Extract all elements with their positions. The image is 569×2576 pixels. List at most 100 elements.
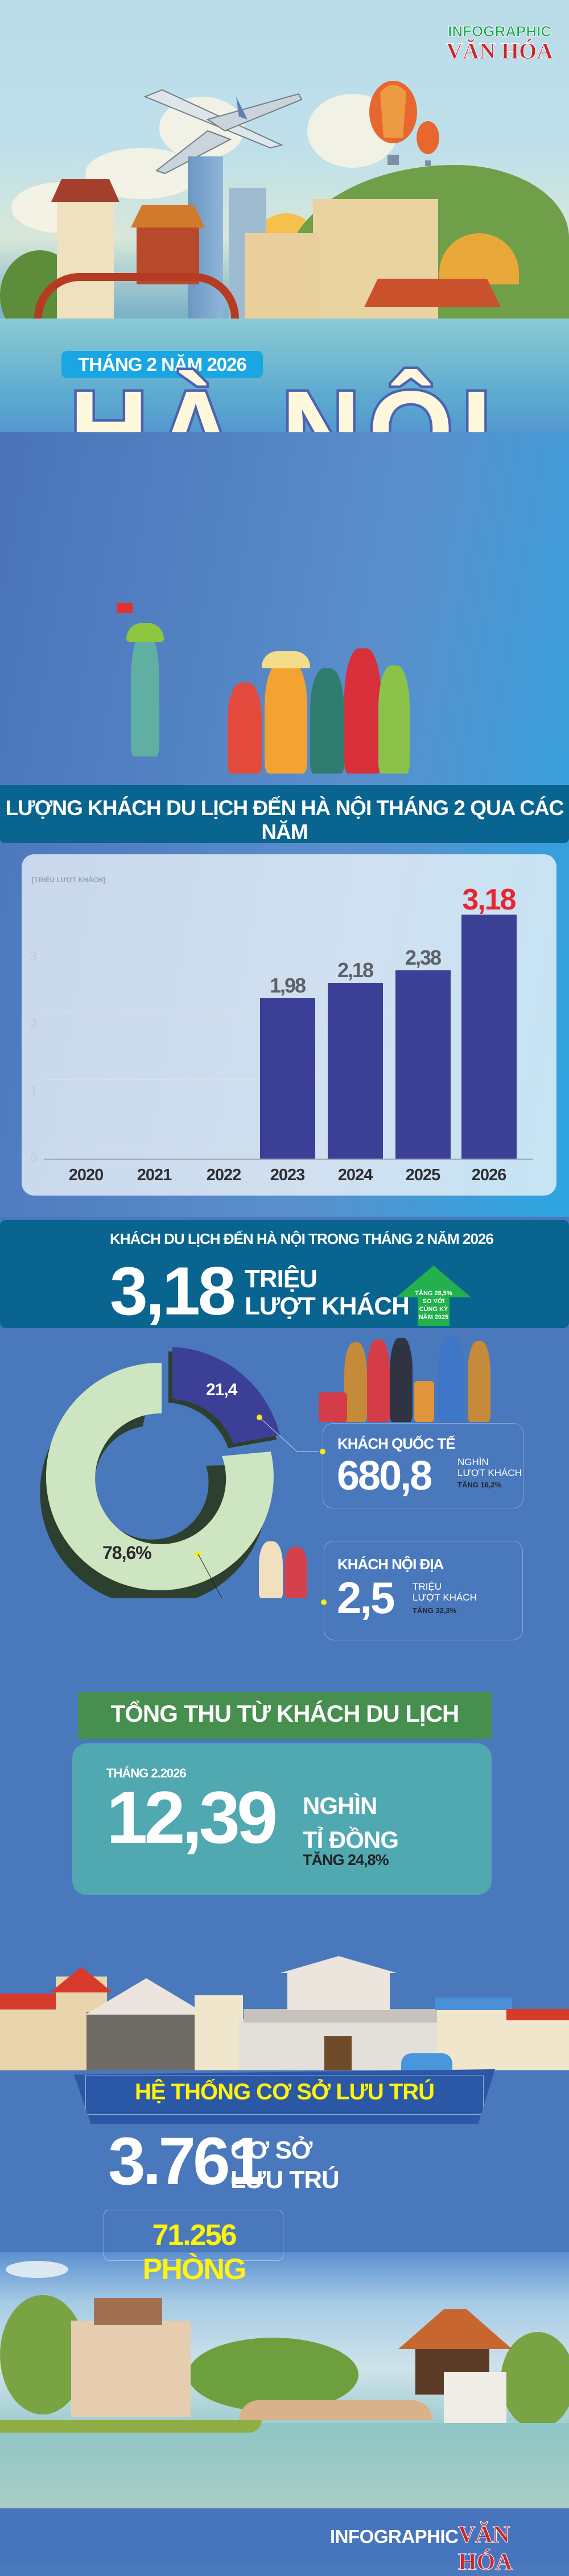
revenue-unit: NGHÌN TỈ ĐỒNG [303,1789,399,1857]
unit-line-1: TRIỆU [245,1265,318,1293]
international-visitors-card: KHÁCH QUỐC TẾ 680,8 NGHÌN LƯỢT KHÁCH TĂN… [323,1423,523,1508]
turtle-tower [245,233,319,324]
tourist [468,1341,490,1422]
unit-line-1: CƠ SỞ [230,2136,312,2164]
hot-air-balloon-icon [369,81,417,165]
y-tick: 3 [30,949,38,963]
y-axis-unit: [TRIỆU LƯỢT KHÁCH] [32,876,105,884]
donut-slice-international [172,1347,280,1444]
main-hotel-top [287,1973,390,2010]
revenue-header: TỔNG THU TỪ KHÁCH DU LỊCH [78,1692,492,1739]
unit-line-2: LƯU TRÚ [230,2166,340,2194]
pediment [280,1956,397,1973]
bar-2024 [328,983,383,1159]
tourist [438,1337,464,1422]
green-hat [126,623,164,642]
donut-chart [40,1347,319,1598]
international-growth: TĂNG 16,2% [457,1481,502,1489]
domestic-value: 2,5 [337,1573,395,1623]
flag-icon [117,603,133,613]
car-icon [401,2053,452,2073]
logo-infographic: INFOGRAPHIC [448,23,552,40]
x-tick: 2022 [206,1166,242,1184]
tourist [344,648,381,774]
growth-arrow-text: TĂNG 28,5% SO VỚI CÙNG KỲ NĂM 2025 [396,1289,471,1321]
bar-value-label-highlight: 3,18 [462,883,516,916]
airplane-icon [143,89,303,175]
tourist [265,660,307,774]
domestic-unit: TRIỆU LƯỢT KHÁCH [413,1581,477,1603]
rooms-count: 71.256 PHÒNG [142,2219,247,2286]
roof [506,2009,569,2020]
connector-dot [320,1449,325,1454]
connector-dot [321,1599,327,1605]
tourists-group-illustration [85,597,410,774]
y-tick: 2 [30,1016,38,1031]
domestic-growth: TĂNG 32,3% [413,1606,457,1615]
x-tick: 2021 [137,1166,172,1184]
x-tick: 2026 [471,1166,507,1184]
growth-arrow-up-icon: TĂNG 28,5% SO VỚI CÙNG KỲ NĂM 2025 [396,1266,471,1326]
tourist [259,1541,283,1598]
turtle-tower [71,2321,191,2417]
main-hotel-cornice [244,2009,437,2023]
suitcase-icon [319,1392,347,1422]
pagoda-roof [51,179,119,202]
accommodation-banner: HỆ THỐNG CƠ SỞ LƯU TRÚ [74,2069,495,2124]
x-tick: 2024 [337,1166,373,1184]
unit-line-1: TRIỆU [413,1581,442,1592]
rooms-badge: 71.256 PHÒNG [104,2210,283,2286]
x-tick: 2025 [405,1166,441,1184]
unit-line-2: LƯỢT KHÁCH [413,1592,477,1603]
building [195,1995,243,2070]
tourist [367,1339,390,1422]
revenue-card: THÁNG 2.2026 12,39 NGHÌN TỈ ĐỒNG TĂNG 24… [72,1743,492,1895]
international-unit: NGHÌN LƯỢT KHÁCH [457,1457,522,1478]
turtle-tower-top [94,2298,162,2325]
visitors-total-unit: TRIỆU LƯỢT KHÁCH [245,1265,410,1320]
building [0,2002,57,2070]
tourist [284,1547,307,1598]
arrow-line: CÙNG KỲ [419,1306,448,1313]
door [324,2036,352,2070]
unit-line-2: TỈ ĐỒNG [303,1826,399,1853]
revenue-month: THÁNG 2.2026 [106,1766,187,1780]
tourist [344,1342,367,1422]
unit-line-1: NGHÌN [303,1792,377,1819]
footer-logo-van-hoa: VĂN HÓA [458,2522,513,2576]
tourist [228,683,262,774]
domestic-visitors-card: KHÁCH NỘI ĐỊA 2,5 TRIỆU LƯỢT KHÁCH TĂNG … [324,1541,523,1640]
logo-van-hoa: VĂN HÓA [446,38,554,64]
cloud [6,2261,68,2278]
donut-slice-domestic [46,1362,274,1590]
accommodation-unit: CƠ SỞ LƯU TRÚ [230,2136,340,2195]
red-bridge [34,273,239,319]
international-label: KHÁCH QUỐC TẾ [337,1435,456,1452]
island [0,2420,262,2433]
unit-line-1: NGHÌN [457,1457,489,1467]
the-huc-bridge [239,2400,432,2420]
building [508,2016,569,2070]
temple-roof [131,205,205,228]
chart-title: LƯỢNG KHÁCH DU LỊCH ĐẾN HÀ NỘI THÁNG 2 Q… [5,796,564,843]
bar-value-label: 2,38 [405,946,442,969]
y-tick: 1 [30,1084,38,1098]
bar-value-label: 1,98 [269,974,306,997]
roof [435,1998,512,2010]
tourist [390,1338,413,1422]
tourist [310,668,344,774]
domestic-label: KHÁCH NỘI ĐỊA [337,1556,444,1573]
date-badge: THÁNG 2 NĂM 2026 [61,351,263,378]
arrow-line: NĂM 2025 [418,1314,449,1321]
bar-2026 [461,915,517,1159]
lake-water [0,2423,569,2508]
bar-2025 [395,970,451,1159]
hoan-kiem-lake-illustration [0,2252,569,2508]
revenue-growth: TĂNG 24,8% [303,1851,389,1868]
x-tick: 2023 [270,1166,306,1184]
hot-air-balloon-icon [417,121,439,166]
x-tick: 2020 [68,1166,104,1184]
arrow-line: TĂNG 28,5% [415,1290,452,1297]
footer-logo-bar: INFOGRAPHIC VĂN HÓA [0,2510,569,2576]
revenue-value: 12,39 [106,1776,278,1859]
